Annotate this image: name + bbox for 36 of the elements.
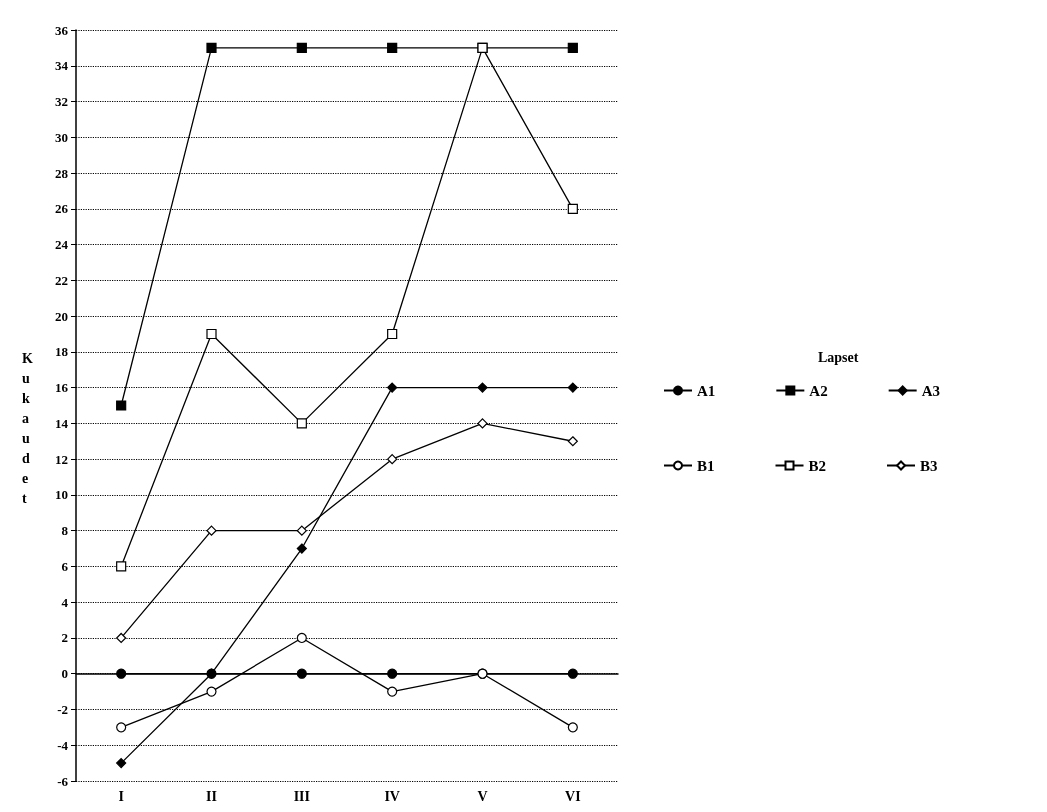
y-tick-label: -2 xyxy=(57,701,68,717)
y-tick-label: 30 xyxy=(55,129,68,145)
y-tick-label: 34 xyxy=(55,58,69,74)
legend-label: A3 xyxy=(921,382,941,399)
y-tick-label: 36 xyxy=(55,22,69,38)
y-tick-label: 24 xyxy=(55,237,69,253)
y-tick-label: 14 xyxy=(55,415,69,431)
x-tick-label: III xyxy=(293,788,311,804)
x-tick-label: II xyxy=(206,788,217,804)
y-tick-label: 8 xyxy=(61,523,69,539)
legend-label: B1 xyxy=(697,457,715,474)
legend-label: B3 xyxy=(920,457,938,474)
y-tick-label: 16 xyxy=(55,380,69,396)
y-tick-label: 32 xyxy=(55,94,68,110)
y-tick-label: 12 xyxy=(55,451,68,467)
y-tick-label: -4 xyxy=(57,737,69,753)
y-tick-label: 22 xyxy=(55,272,68,288)
x-tick-label: IV xyxy=(384,788,400,804)
legend-label: B2 xyxy=(808,457,827,474)
legend-label: A1 xyxy=(697,382,716,399)
x-tick-label: VI xyxy=(565,788,581,804)
y-tick-label: -6 xyxy=(57,773,69,789)
x-tick-label: V xyxy=(477,788,488,804)
y-tick-label: 4 xyxy=(61,594,69,610)
y-tick-label: 0 xyxy=(61,666,68,682)
y-tick-label: 6 xyxy=(61,558,69,574)
y-tick-label: 20 xyxy=(55,308,68,324)
legend-title: Lapset xyxy=(818,349,859,365)
y-tick-label: 2 xyxy=(61,630,68,646)
y-axis-title: Kukaudet xyxy=(22,350,33,506)
legend-label: A2 xyxy=(809,382,828,399)
y-tick-label: 18 xyxy=(55,344,69,360)
y-tick-label: 10 xyxy=(55,487,68,503)
y-tick-label: 26 xyxy=(55,201,69,217)
y-tick-label: 28 xyxy=(55,165,69,181)
x-tick-label: I xyxy=(118,788,124,804)
